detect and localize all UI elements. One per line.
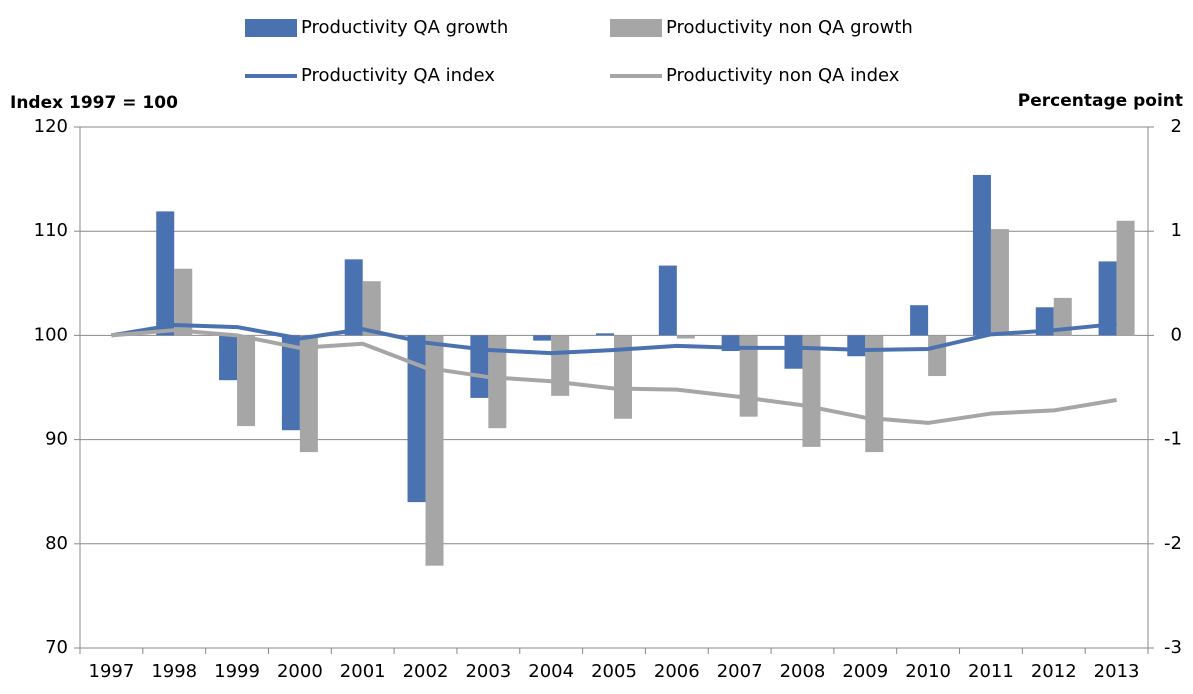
bar (1035, 307, 1054, 336)
bar (470, 335, 489, 398)
y-tick-label: 110 (34, 220, 68, 241)
bar (910, 305, 929, 336)
bar (614, 335, 632, 419)
bar (488, 335, 507, 429)
x-tick-label: 2004 (528, 661, 574, 682)
bar (784, 335, 803, 369)
line (111, 328, 1117, 425)
bar (299, 335, 318, 453)
bar (1116, 220, 1135, 336)
bar (174, 268, 193, 336)
x-tick-label: 1999 (214, 661, 260, 682)
x-tick-label: 2001 (340, 661, 386, 682)
x-tick-label: 2005 (591, 661, 637, 682)
y-tick-label: 80 (45, 533, 68, 554)
x-tick-label: 2002 (403, 661, 449, 682)
bar (219, 335, 238, 381)
legend-swatch (245, 19, 297, 37)
bar (928, 335, 947, 377)
bar (533, 335, 552, 341)
y2-tick-label: 2 (1171, 116, 1182, 137)
bar (1098, 261, 1117, 336)
y2-tick-label: 0 (1171, 324, 1182, 345)
bar (551, 335, 570, 396)
x-tick-label: 2011 (968, 661, 1014, 682)
bar (281, 335, 300, 431)
bar (344, 259, 363, 336)
bar (658, 265, 677, 336)
x-tick-label: 1997 (89, 661, 135, 682)
bar (676, 335, 695, 339)
y2-tick-label: -2 (1164, 533, 1182, 554)
legend-label: Productivity non QA growth (666, 17, 913, 38)
bar (596, 333, 614, 336)
y-tick-label: 90 (45, 429, 68, 450)
y-tick-label: 120 (34, 116, 68, 137)
y-tick-label: 70 (45, 637, 68, 658)
bar (407, 335, 426, 503)
bar (865, 335, 884, 453)
y2-tick-label: -3 (1164, 637, 1182, 658)
legend-label: Productivity QA growth (301, 17, 508, 38)
x-tick-label: 2010 (905, 661, 951, 682)
bar (362, 281, 381, 336)
bar (802, 335, 821, 447)
x-tick-label: 2009 (842, 661, 888, 682)
y-tick-label: 100 (34, 324, 68, 345)
x-tick-label: 2012 (1031, 661, 1077, 682)
x-tick-label: 2007 (717, 661, 763, 682)
bar (990, 229, 1009, 336)
bar (156, 211, 175, 336)
bar (847, 335, 866, 357)
x-tick-label: 2013 (1094, 661, 1140, 682)
y2-tick-label: 1 (1171, 220, 1182, 241)
legend-swatch (610, 19, 662, 37)
legend-label: Productivity non QA index (666, 65, 900, 86)
legend-label: Productivity QA index (301, 65, 495, 86)
bar (237, 335, 256, 427)
y-axis-label: Index 1997 = 100 (10, 93, 178, 113)
x-tick-label: 2000 (277, 661, 323, 682)
x-tick-label: 2003 (465, 661, 511, 682)
bar (1053, 297, 1072, 336)
bar (972, 174, 991, 336)
line (111, 321, 1117, 356)
x-tick-label: 2006 (654, 661, 700, 682)
x-tick-label: 1998 (151, 661, 197, 682)
bar (425, 335, 444, 566)
x-tick-label: 2008 (780, 661, 826, 682)
y2-tick-label: -1 (1164, 429, 1182, 450)
y2-axis-label: Percentage point (1018, 91, 1183, 111)
